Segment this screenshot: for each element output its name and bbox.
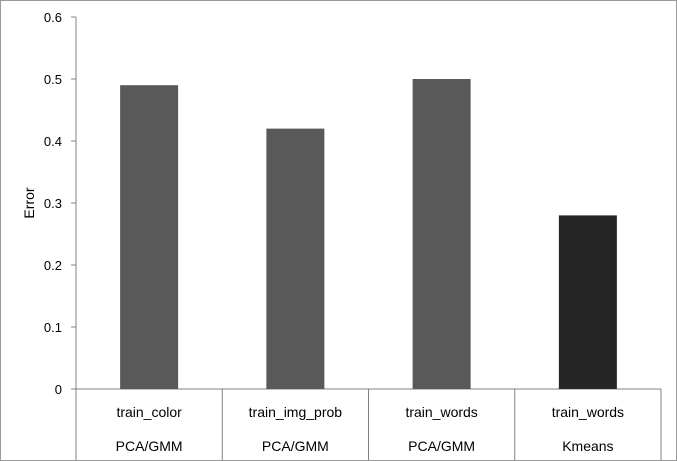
bar <box>120 85 179 389</box>
y-ticks: 0 0.1 0.2 0.3 0.4 0.5 0.6 <box>44 10 76 397</box>
y-tick-label: 0.3 <box>44 196 62 211</box>
x-category-label: train_words <box>552 404 624 420</box>
x-category-labels: train_color PCA/GMM train_img_prob PCA/GMM t… <box>75 389 662 460</box>
x-group-label: PCA/GMM <box>116 438 183 454</box>
bar <box>558 215 617 389</box>
y-axis-title: Error <box>21 187 37 218</box>
bar <box>266 128 325 389</box>
y-tick-label: 0.4 <box>44 134 62 149</box>
x-group-label: PCA/GMM <box>262 438 329 454</box>
bars <box>120 79 617 389</box>
y-tick-label: 0.5 <box>44 72 62 87</box>
y-tick-label: 0 <box>55 382 62 397</box>
bar <box>412 79 471 389</box>
y-tick-label: 0.6 <box>44 10 62 25</box>
y-tick-label: 0.2 <box>44 258 62 273</box>
x-category-label: train_words <box>405 404 477 420</box>
x-group-label: PCA/GMM <box>408 438 475 454</box>
y-tick-label: 0.1 <box>44 320 62 335</box>
x-group-label: Kmeans <box>562 438 613 454</box>
x-category-label: train_color <box>116 404 182 420</box>
x-category-label: train_img_prob <box>249 404 343 420</box>
